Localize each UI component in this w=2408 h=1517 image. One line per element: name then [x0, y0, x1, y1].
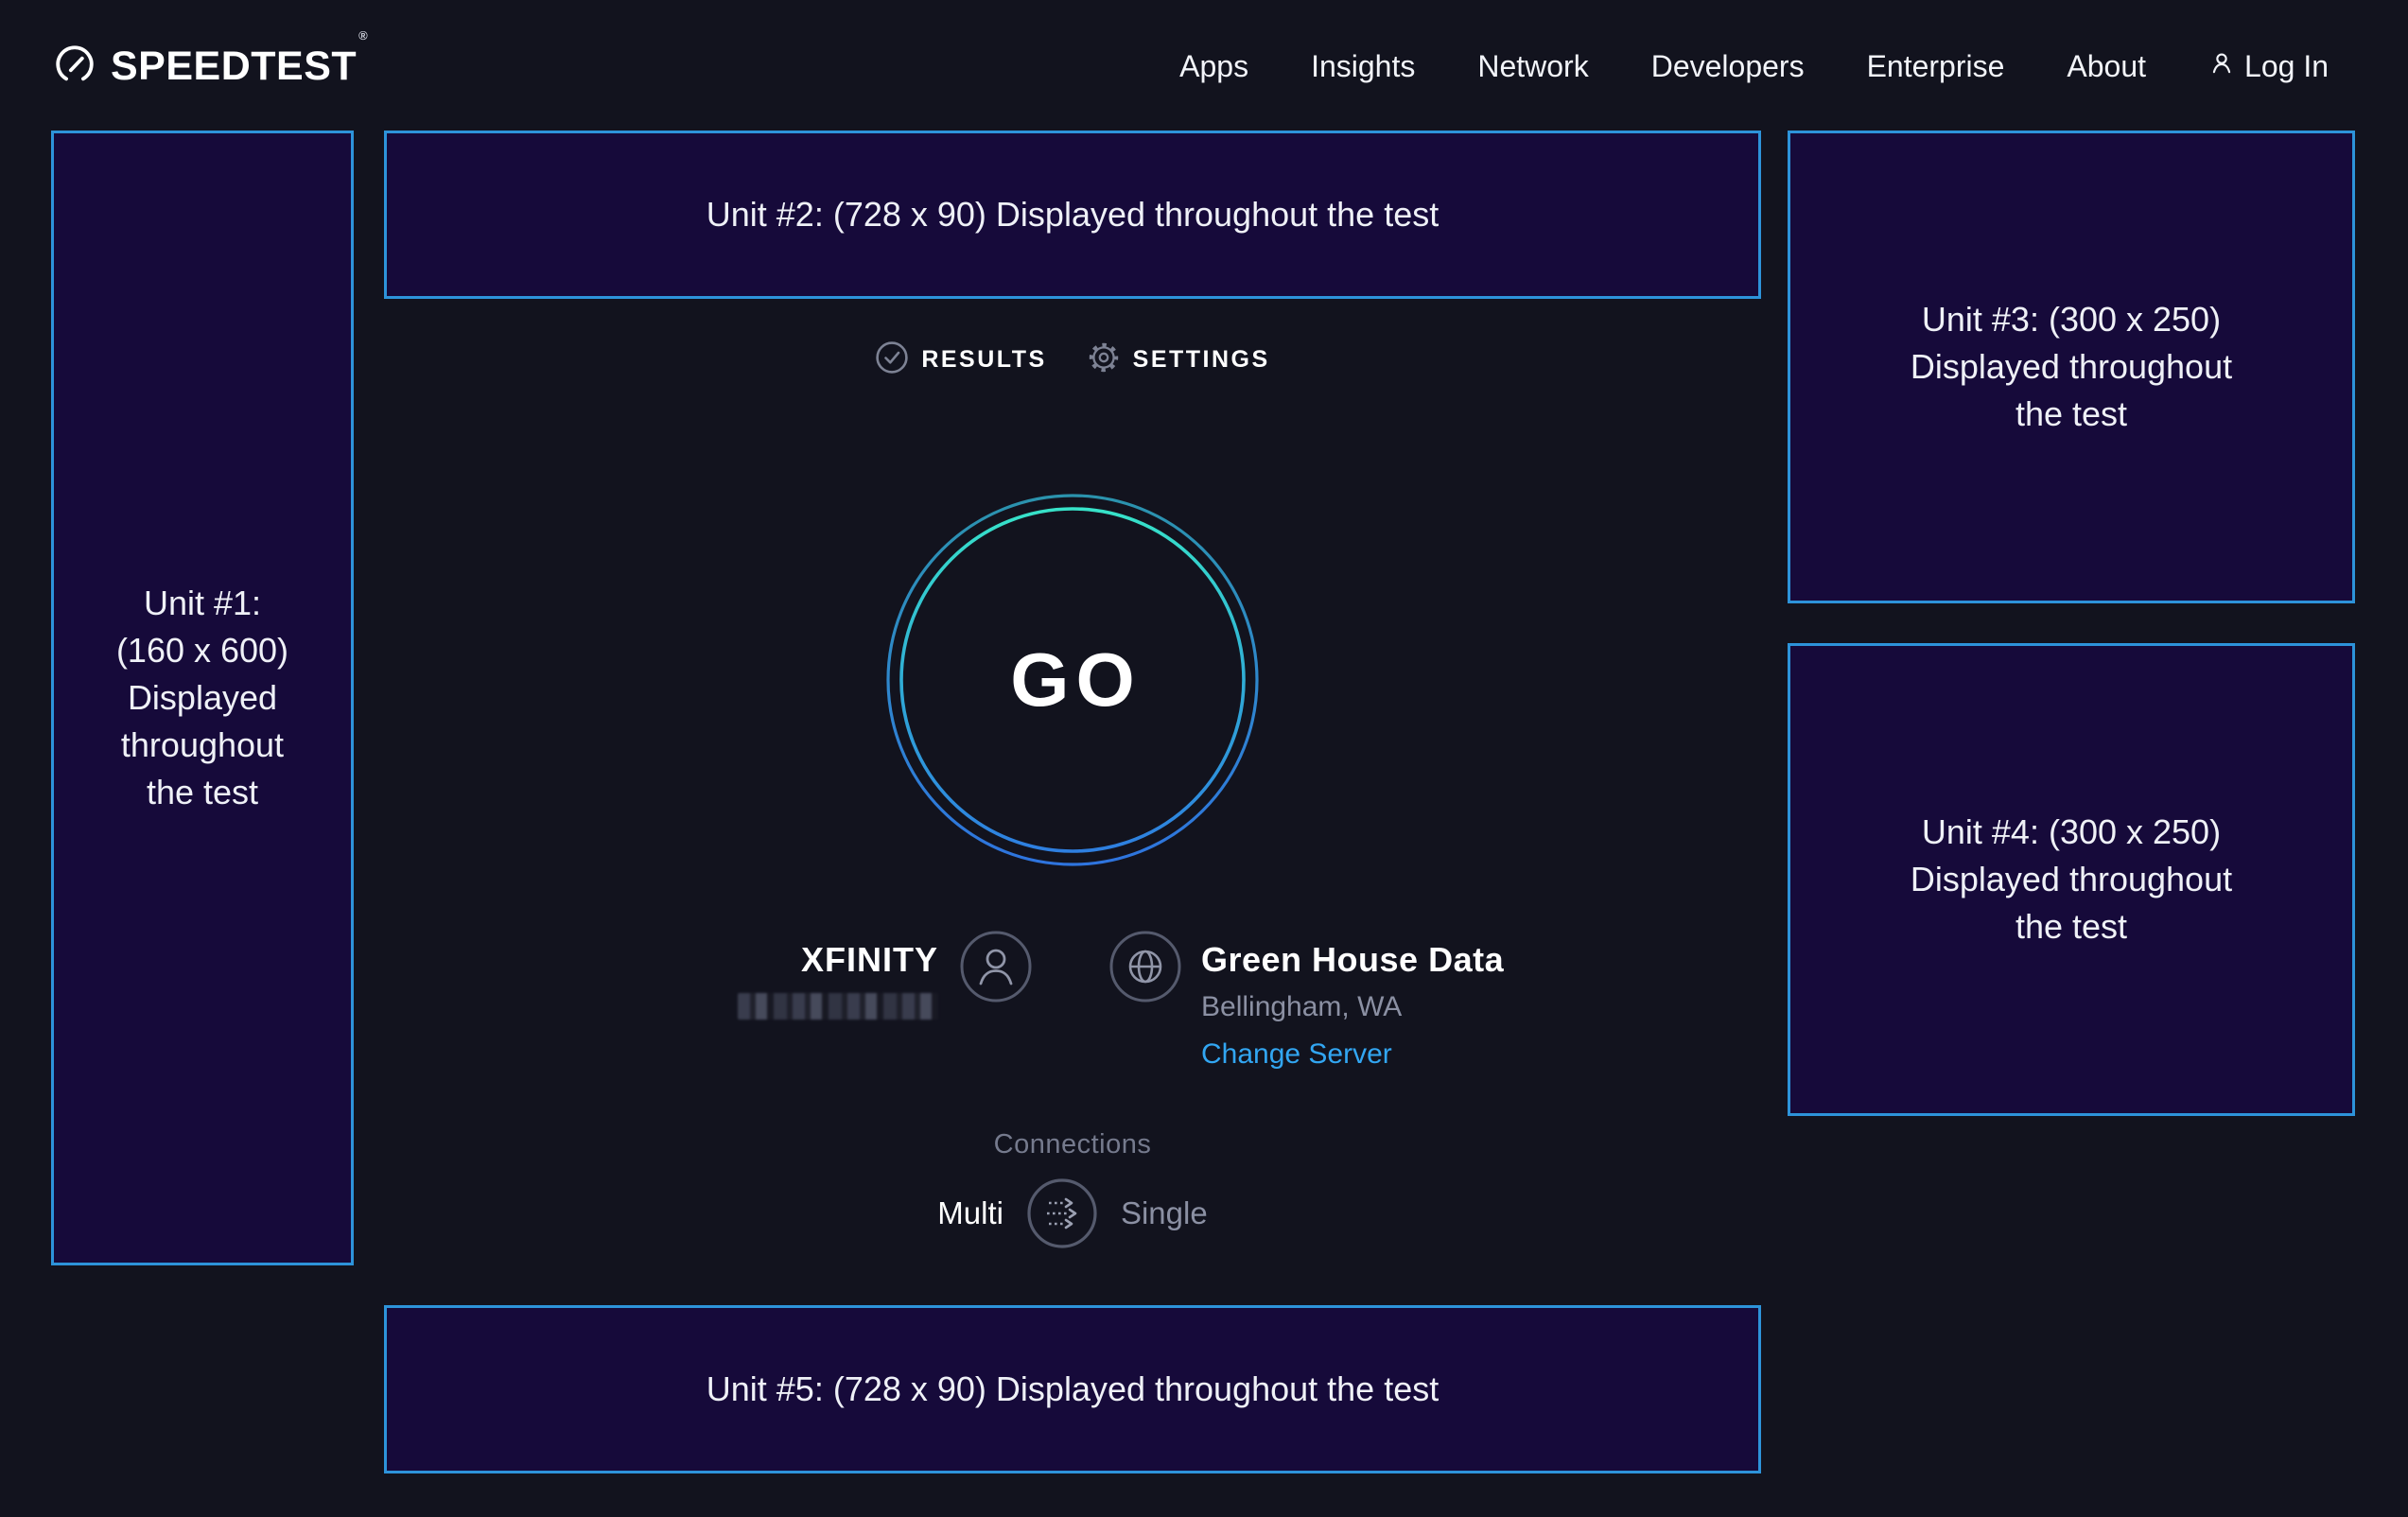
ip-address-redacted — [738, 993, 938, 1020]
trademark-symbol: ® — [358, 27, 369, 43]
tab-settings[interactable]: SETTINGS — [1087, 340, 1270, 379]
go-button-label: GO — [1010, 637, 1142, 722]
ad-unit-5-leaderboard[interactable]: Unit #5: (728 x 90) Displayed throughout… — [384, 1305, 1761, 1473]
nav-item-enterprise[interactable]: Enterprise — [1866, 48, 2005, 83]
ad-unit-4-rectangle[interactable]: Unit #4: (300 x 250) Displayed throughou… — [1788, 643, 2355, 1116]
ad-unit-1-skyscraper[interactable]: Unit #1: (160 x 600) Displayed throughou… — [51, 131, 354, 1265]
ad-unit-5-text: Unit #5: (728 x 90) Displayed throughout… — [706, 1369, 1440, 1408]
nav-item-apps[interactable]: Apps — [1179, 48, 1249, 83]
ad-unit-4-text: Unit #4: (300 x 250) Displayed throughou… — [1910, 812, 2233, 946]
check-circle-icon — [875, 340, 909, 379]
isp-block: XFINITY — [738, 940, 938, 1020]
change-server-link[interactable]: Change Server — [1201, 1038, 1392, 1070]
login-label: Log In — [2244, 48, 2329, 83]
connections-toggle[interactable] — [1026, 1177, 1098, 1249]
logo-text: SPEEDTEST® — [111, 27, 369, 89]
tab-results-label: RESULTS — [921, 345, 1047, 373]
ad-unit-2-leaderboard[interactable]: Unit #2: (728 x 90) Displayed throughout… — [384, 131, 1761, 299]
main-nav: Apps Insights Network Developers Enterpr… — [1179, 49, 2329, 84]
tab-results[interactable]: RESULTS — [875, 340, 1046, 379]
login-link[interactable]: Log In — [2208, 49, 2329, 84]
server-name: Green House Data — [1201, 940, 1505, 979]
connections-row: Multi Single — [384, 1177, 1761, 1249]
ad-unit-1-text: Unit #1: (160 x 600) Displayed throughou… — [115, 584, 289, 811]
ad-unit-2-text: Unit #2: (728 x 90) Displayed throughout… — [706, 195, 1440, 234]
connections-multi-label[interactable]: Multi — [937, 1195, 1003, 1230]
ad-unit-3-text: Unit #3: (300 x 250) Displayed throughou… — [1910, 300, 2233, 433]
nav-item-about[interactable]: About — [2067, 48, 2147, 83]
connections-label: Connections — [993, 1129, 1152, 1160]
view-tabs: RESULTS SETTINGS — [384, 337, 1761, 382]
user-icon — [2208, 49, 2235, 84]
isp-name[interactable]: XFINITY — [800, 940, 938, 979]
go-button-rings — [886, 494, 1259, 866]
tab-settings-label: SETTINGS — [1132, 345, 1270, 373]
go-button[interactable]: GO — [883, 491, 1262, 869]
server-block: Green House Data Bellingham, WA Change S… — [1201, 940, 1504, 1071]
nav-item-developers[interactable]: Developers — [1650, 48, 1805, 83]
user-circle-icon — [960, 931, 1032, 1003]
speedtest-logo[interactable]: SPEEDTEST® — [53, 27, 369, 91]
multi-connections-icon — [1027, 1178, 1097, 1248]
nav-item-insights[interactable]: Insights — [1311, 48, 1416, 83]
server-location: Bellingham, WA — [1201, 991, 1403, 1022]
connections-single-label[interactable]: Single — [1120, 1195, 1208, 1230]
nav-item-network[interactable]: Network — [1477, 48, 1589, 83]
ad-unit-3-rectangle[interactable]: Unit #3: (300 x 250) Displayed throughou… — [1788, 131, 2355, 603]
header: SPEEDTEST® Apps Insights Network Develop… — [0, 0, 2408, 132]
gear-icon — [1087, 340, 1121, 379]
speedometer-icon — [53, 43, 96, 91]
globe-circle-icon — [1109, 931, 1181, 1003]
